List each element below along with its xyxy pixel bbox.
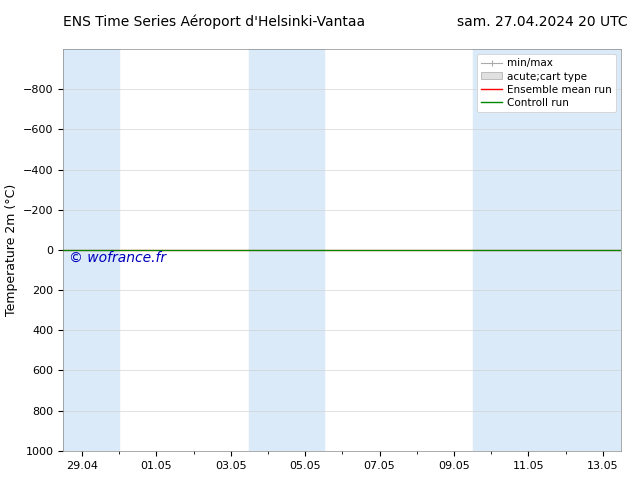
Bar	[63, 49, 119, 451]
Text: © wofrance.fr: © wofrance.fr	[69, 251, 166, 265]
Legend: min/max, acute;cart type, Ensemble mean run, Controll run: min/max, acute;cart type, Ensemble mean …	[477, 54, 616, 112]
Text: sam. 27.04.2024 20 UTC: sam. 27.04.2024 20 UTC	[457, 15, 628, 29]
Bar	[249, 49, 324, 451]
Text: ENS Time Series Aéroport d'Helsinki-Vantaa: ENS Time Series Aéroport d'Helsinki-Vant…	[63, 15, 366, 29]
Y-axis label: Temperature 2m (°C): Temperature 2m (°C)	[4, 184, 18, 316]
Bar	[472, 49, 621, 451]
